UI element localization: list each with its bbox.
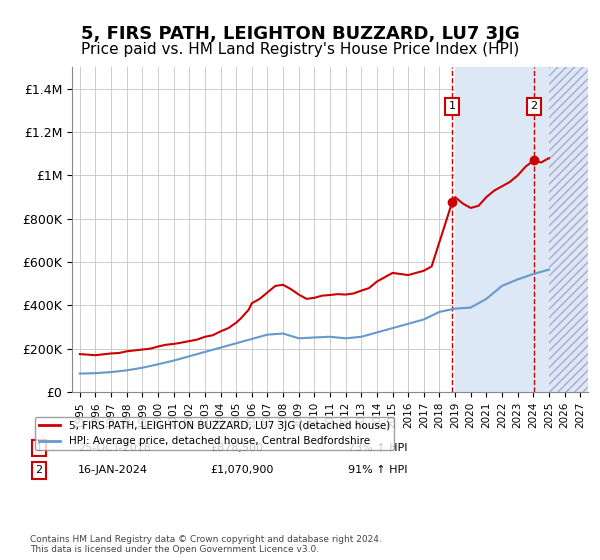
Text: 1: 1 [449,101,456,111]
Text: £878,500: £878,500 [210,443,263,453]
Text: 2: 2 [35,465,43,475]
Text: 2: 2 [530,101,538,111]
Legend: 5, FIRS PATH, LEIGHTON BUZZARD, LU7 3JG (detached house), HPI: Average price, de: 5, FIRS PATH, LEIGHTON BUZZARD, LU7 3JG … [35,417,394,450]
Text: £1,070,900: £1,070,900 [210,465,274,475]
Text: 73% ↑ HPI: 73% ↑ HPI [348,443,407,453]
Text: 5, FIRS PATH, LEIGHTON BUZZARD, LU7 3JG: 5, FIRS PATH, LEIGHTON BUZZARD, LU7 3JG [80,25,520,43]
Text: 16-JAN-2024: 16-JAN-2024 [78,465,148,475]
Text: 1: 1 [35,443,43,453]
Text: Price paid vs. HM Land Registry's House Price Index (HPI): Price paid vs. HM Land Registry's House … [81,42,519,57]
Bar [549,67,588,392]
Bar [455,67,549,392]
Text: 25-OCT-2018: 25-OCT-2018 [78,443,151,453]
Text: Contains HM Land Registry data © Crown copyright and database right 2024.
This d: Contains HM Land Registry data © Crown c… [30,535,382,554]
Text: 91% ↑ HPI: 91% ↑ HPI [348,465,407,475]
